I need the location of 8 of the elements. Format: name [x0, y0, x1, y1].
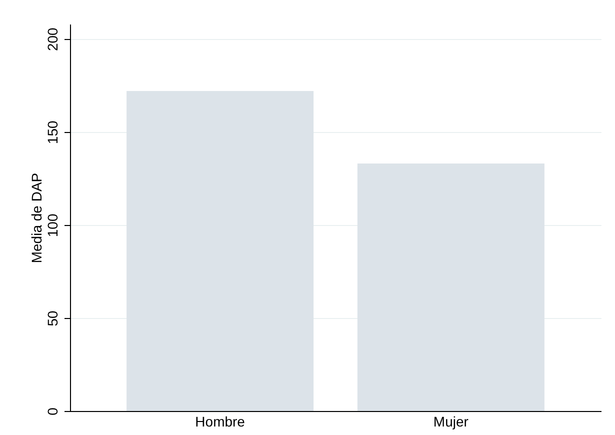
y-tick-label: 200: [44, 27, 60, 52]
y-tick-label: 100: [44, 214, 60, 238]
y-tick-label: 0: [44, 407, 60, 416]
y-tick-label: 50: [44, 310, 60, 326]
y-tick-label: 150: [44, 120, 60, 144]
y-axis-title: Media de DAP: [28, 172, 44, 264]
x-tick-label: Hombre: [195, 414, 246, 430]
x-tick-label: Mujer: [433, 414, 469, 430]
